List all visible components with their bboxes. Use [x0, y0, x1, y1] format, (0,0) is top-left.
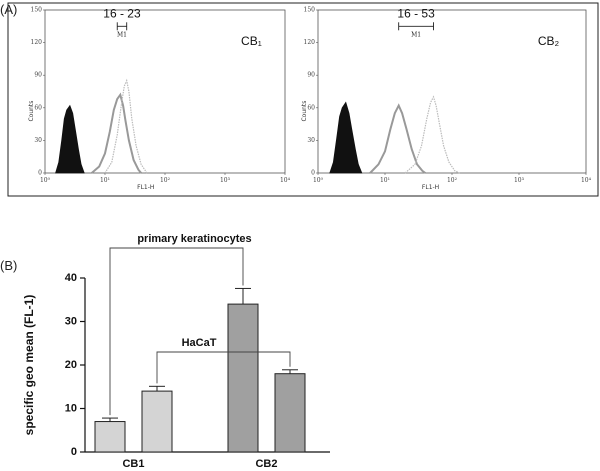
- bracket-label: primary keratinocytes: [137, 233, 251, 245]
- y-tick-label: 150: [304, 7, 316, 14]
- bracket: [109, 247, 244, 416]
- gate-range-label: 16 - 23: [103, 6, 141, 20]
- panel-a-frame: [7, 2, 599, 197]
- y-tick-label: 0: [311, 170, 315, 177]
- x-tick-label: 10⁰: [40, 177, 51, 184]
- panel-a-label: (A): [0, 2, 17, 17]
- y-tick-label: 90: [307, 72, 315, 79]
- x-tick-label: 10²: [447, 177, 458, 184]
- x-tick-label: 10¹: [380, 177, 390, 184]
- series-hacat: [404, 95, 460, 174]
- x-axis-label: FL1-H: [422, 184, 439, 191]
- y-tick-label: 120: [304, 39, 316, 46]
- y-tick-label: 20: [65, 359, 77, 371]
- y-tick-label: 90: [34, 72, 42, 79]
- y-tick-label: 30: [65, 315, 77, 327]
- series-keratinocytes: [91, 92, 142, 174]
- bracket-label: HaCaT: [182, 337, 217, 349]
- histogram-cb2: 0 30 60 90 120 150 10⁰ 10¹ 10² 10³ 10⁴ FL1-H Counts M…: [301, 6, 592, 191]
- y-tick-label: 120: [31, 39, 43, 46]
- gate-name: M1: [117, 31, 127, 38]
- x-tick-label: 10⁴: [280, 177, 291, 184]
- y-tick-label: 60: [34, 104, 42, 111]
- y-tick-label: 0: [71, 446, 77, 458]
- y-tick-label: 0: [38, 170, 42, 177]
- y-tick-label: 10: [65, 402, 77, 414]
- panel-b-label: (B): [0, 258, 17, 273]
- y-tick-label: 60: [307, 104, 315, 111]
- histogram-title: CB₁: [241, 34, 262, 48]
- y-axis-label: Counts: [301, 101, 308, 122]
- y-axis-label: specific geo mean (FL-1): [22, 295, 36, 436]
- x-category-label: CB1: [122, 458, 144, 470]
- y-tick-label: 30: [307, 137, 315, 144]
- x-tick-label: 10⁴: [581, 177, 592, 184]
- series-keratinocytes: [369, 103, 426, 174]
- gate-name: M1: [411, 31, 421, 38]
- histogram-cb1: 0 30 60 90 120 150 10⁰ 10¹ 10² 10³ 10⁴ FL1-H Counts M…: [28, 6, 291, 191]
- gate-range-label: 16 - 53: [397, 6, 435, 20]
- y-tick-label: 150: [31, 7, 43, 14]
- series-hacat: [104, 78, 148, 174]
- x-axis-label: FL1-H: [137, 184, 154, 191]
- series-isotype-filled: [329, 101, 363, 174]
- bar: [94, 421, 126, 453]
- bar: [141, 390, 173, 453]
- x-tick-label: 10¹: [100, 177, 110, 184]
- x-tick-label: 10²: [160, 177, 171, 184]
- x-category-label: CB2: [255, 458, 277, 470]
- bar: [274, 373, 306, 453]
- series-isotype-filled: [55, 104, 85, 174]
- histogram-title: CB₂: [538, 34, 560, 48]
- x-tick-label: 10³: [220, 177, 231, 184]
- x-tick-label: 10³: [514, 177, 525, 184]
- y-tick-label: 30: [34, 137, 42, 144]
- y-tick-label: 40: [65, 272, 77, 284]
- y-axis-label: Counts: [28, 101, 35, 122]
- x-tick-label: 10⁰: [313, 177, 324, 184]
- bar-chart: 0 10 20 30 40 specific geo mean (FL-1) CB1 CB2 p…: [22, 233, 330, 470]
- bracket: [156, 351, 291, 384]
- bar: [227, 303, 259, 453]
